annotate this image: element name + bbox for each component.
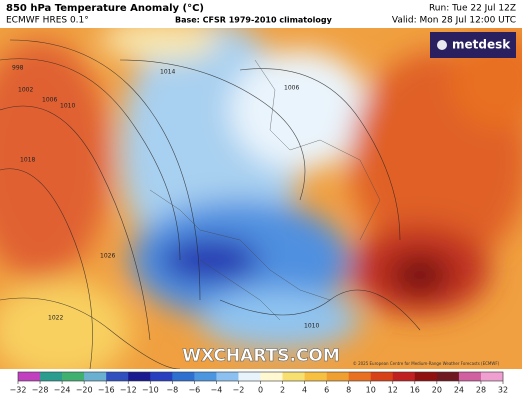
colorbar-tick-label: −32 xyxy=(10,386,27,395)
colorbar-tick-label: 20 xyxy=(432,386,442,395)
colorbar-segment xyxy=(392,372,416,381)
colorbar-tick-label: −6 xyxy=(188,386,200,395)
colorbar-segment xyxy=(194,372,217,381)
isobar-label: 1010 xyxy=(304,323,319,330)
colorbar: −32 −28 −24 −20 −16 −12 −10 −8 −6 −4 −2 0 2 4 6 8 10 12 16… xyxy=(10,371,508,395)
isobar-label: 1022 xyxy=(48,315,63,322)
isobar-label: 1006 xyxy=(284,85,299,92)
isobar-label: 1010 xyxy=(60,103,75,110)
colorbar-tick-label: 4 xyxy=(302,386,307,395)
colorbar-segment xyxy=(150,372,173,381)
colorbar-segment xyxy=(40,372,63,381)
colorbar-segment xyxy=(238,372,261,381)
colorbar-segment xyxy=(128,372,151,381)
colorbar-tick-label: 12 xyxy=(388,386,398,395)
colorbar-tick-label: −24 xyxy=(54,386,71,395)
isobar-label: 1014 xyxy=(160,69,175,76)
colorbar-segment xyxy=(282,372,305,381)
base: Base: CFSR 1979-2010 climatology xyxy=(175,16,333,25)
colorbar-tick-label: −4 xyxy=(211,386,223,395)
isobar-label: 1026 xyxy=(100,253,115,260)
colorbar-tick-label: 2 xyxy=(280,386,285,395)
colorbar-tick-label: 6 xyxy=(324,386,329,395)
colorbar-tick-label: 32 xyxy=(498,386,508,395)
colorbar-tick-label: −16 xyxy=(98,386,115,395)
logo: metdesk xyxy=(452,38,511,52)
colorbar-tick-label: −8 xyxy=(166,386,178,395)
copyright: © 2025 European Centre for Medium-Range … xyxy=(353,361,500,366)
colorbar-segment xyxy=(216,372,239,381)
colorbar-tick-label: 28 xyxy=(476,386,486,395)
run: Run: Tue 22 Jul 12Z xyxy=(429,4,516,14)
colorbar-segment xyxy=(260,372,283,381)
colorbar-segment xyxy=(172,372,195,381)
colorbar-segment xyxy=(348,372,372,381)
colorbar-tick-label: 24 xyxy=(454,386,464,395)
colorbar-tick-label: −2 xyxy=(233,386,245,395)
colorbar-segment xyxy=(370,372,394,381)
isobar-label: 1002 xyxy=(18,87,33,94)
colorbar-tick-label: 0 xyxy=(258,386,263,395)
valid: Valid: Mon 28 Jul 12:00 UTC xyxy=(392,16,516,26)
colorbar-tick-label: −10 xyxy=(142,386,159,395)
colorbar-segment xyxy=(84,372,107,381)
colorbar-tick-label: 16 xyxy=(410,386,420,395)
colorbar-tick-label: 10 xyxy=(366,386,376,395)
colorbar-segment xyxy=(436,372,460,381)
colorbar-segment xyxy=(18,372,41,381)
colorbar-tick-label: −20 xyxy=(76,386,93,395)
colorbar-segment xyxy=(304,372,327,381)
isobar-label: 998 xyxy=(12,65,24,72)
colorbar-segment xyxy=(480,372,504,381)
colorbar-segment xyxy=(414,372,438,381)
colorbar-tick-label: −28 xyxy=(32,386,49,395)
map: metdesk WXCHARTS.COM © 2025 European Cen… xyxy=(0,28,522,369)
colorbar-tick-label: −12 xyxy=(120,386,137,395)
isobar-label: 1006 xyxy=(42,97,57,104)
model: ECMWF HRES 0.1° xyxy=(6,16,89,26)
title: 850 hPa Temperature Anomaly (°C) xyxy=(6,3,204,14)
colorbar-segment xyxy=(458,372,482,381)
colorbar-segment xyxy=(326,372,349,381)
colorbar-segment xyxy=(62,372,85,381)
colorbar-segment xyxy=(106,372,129,381)
watermark: WXCHARTS.COM xyxy=(182,346,340,366)
colorbar-tick-label: 8 xyxy=(346,386,351,395)
isobar-label: 1018 xyxy=(20,157,35,164)
